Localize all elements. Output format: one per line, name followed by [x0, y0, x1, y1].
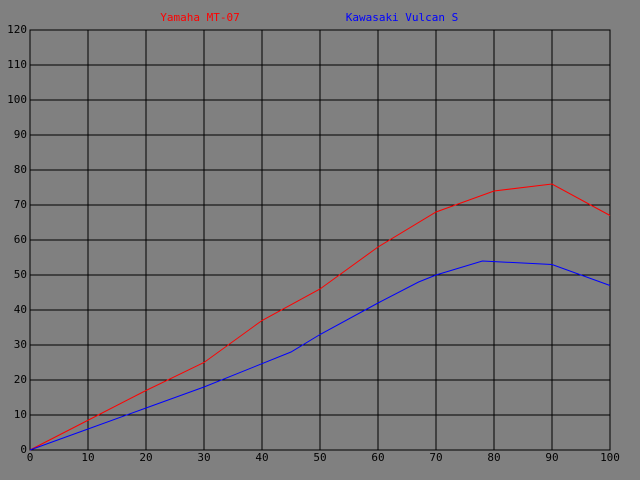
x-tick-label: 20 — [139, 451, 152, 464]
y-tick-label: 60 — [14, 233, 27, 246]
x-tick-label: 80 — [487, 451, 500, 464]
y-tick-label: 0 — [20, 443, 27, 456]
y-tick-label: 120 — [7, 23, 27, 36]
series-line — [29, 260, 611, 451]
legend-entry: Kawasaki Vulcan S — [346, 11, 459, 24]
y-tick-label: 90 — [14, 128, 27, 141]
series-line — [29, 183, 611, 451]
x-tick-label: 100 — [600, 451, 620, 464]
y-tick-label: 30 — [14, 338, 27, 351]
y-tick-label: 70 — [14, 198, 27, 211]
y-tick-label: 20 — [14, 373, 27, 386]
y-tick-label: 40 — [14, 303, 27, 316]
y-tick-label: 50 — [14, 268, 27, 281]
y-tick-label: 110 — [7, 58, 27, 71]
x-tick-label: 0 — [27, 451, 34, 464]
x-tick-label: 10 — [81, 451, 94, 464]
y-tick-label: 10 — [14, 408, 27, 421]
legend-entry: Yamaha MT-07 — [160, 11, 239, 24]
x-tick-label: 50 — [313, 451, 326, 464]
x-tick-label: 90 — [545, 451, 558, 464]
x-tick-label: 30 — [197, 451, 210, 464]
x-tick-label: 40 — [255, 451, 268, 464]
x-tick-label: 70 — [429, 451, 442, 464]
x-tick-label: 60 — [371, 451, 384, 464]
y-tick-label: 100 — [7, 93, 27, 106]
y-tick-label: 80 — [14, 163, 27, 176]
